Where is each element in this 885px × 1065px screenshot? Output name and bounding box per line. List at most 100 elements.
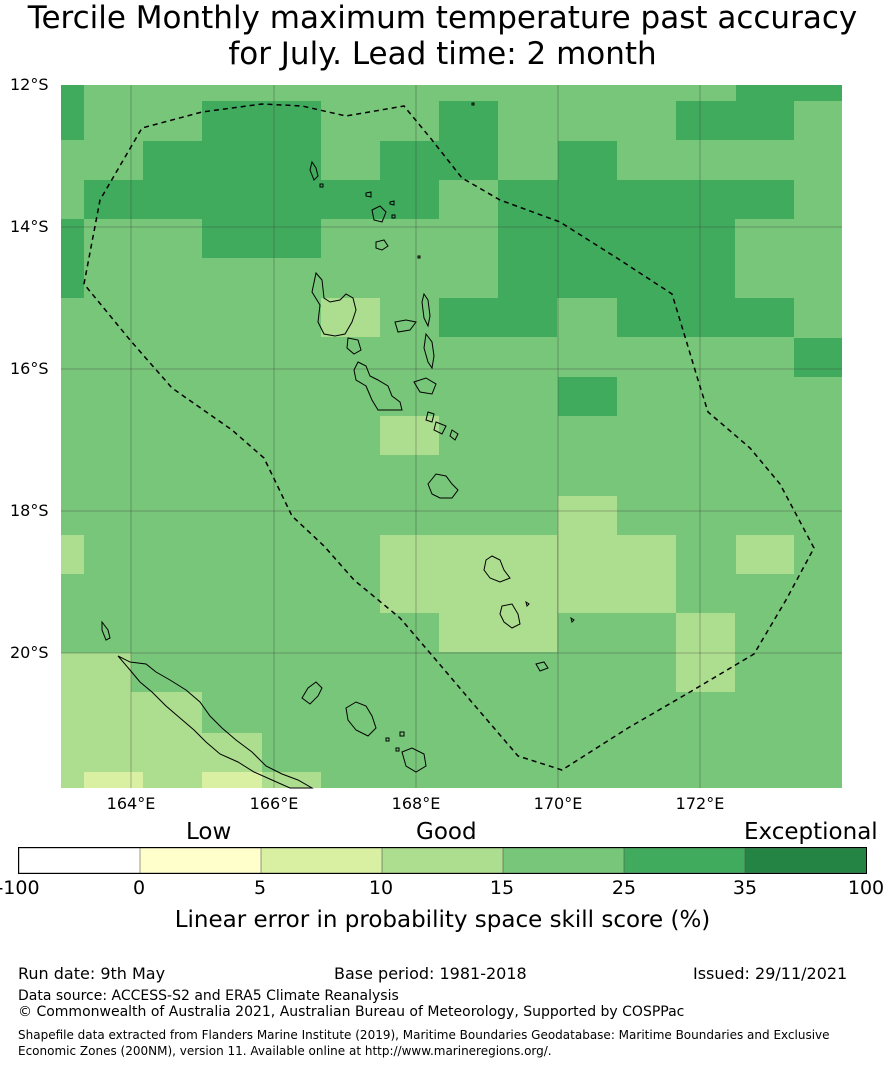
island-mare — [401, 747, 427, 773]
island-malo — [346, 337, 362, 355]
island-tanna — [499, 603, 521, 629]
island-shepherd — [449, 429, 459, 441]
category-low: Low — [186, 819, 232, 845]
island-merelava — [391, 214, 396, 219]
island-ureparapara — [365, 191, 372, 198]
chart-title: Tercile Monthly maximum temperature past… — [0, 0, 885, 72]
island-tiga — [385, 737, 390, 742]
island-ambae — [394, 319, 417, 333]
colorbar-tick: 35 — [732, 877, 758, 899]
skill-grid-cell — [202, 772, 262, 788]
island-erromango — [483, 555, 511, 583]
colorbar-tick: 0 — [132, 877, 146, 899]
island-mota — [389, 200, 395, 206]
skill-grid-cell — [736, 535, 794, 574]
lat-label-16s: 16°S — [10, 359, 49, 378]
island-small-3 — [319, 183, 324, 188]
skill-grid-cell — [676, 101, 794, 140]
colorbar-tick: 100 — [847, 877, 885, 899]
skill-grid-cell — [61, 653, 131, 788]
island-belep — [101, 620, 111, 641]
colorbar-tick: 10 — [368, 877, 394, 899]
colorbar-tick: 15 — [489, 877, 515, 899]
island-pentecost — [423, 332, 435, 370]
skill-grid-cell — [439, 101, 498, 180]
skill-grid-cell — [380, 416, 439, 455]
copyright: © Commonwealth of Australia 2021, Austra… — [18, 1004, 685, 1020]
skill-grid-cell — [262, 772, 321, 788]
island-small-4 — [399, 731, 405, 737]
skill-grid-cell — [380, 535, 557, 613]
lat-label-20s: 20°S — [10, 643, 49, 662]
island-aneityum — [535, 661, 549, 672]
coastlines — [101, 102, 575, 789]
island-aniwa — [570, 616, 575, 623]
category-exceptional: Exceptional — [744, 819, 878, 845]
colorbar-tick: 5 — [253, 877, 267, 899]
island-ambrym — [413, 377, 437, 395]
island-maewo — [421, 292, 431, 328]
skill-map — [61, 85, 842, 789]
title-line-2: for July. Lead time: 2 month — [228, 36, 657, 72]
issued-date: Issued: 29/11/2021 — [693, 964, 848, 983]
island-epi — [433, 421, 447, 435]
colorbar-segment — [744, 847, 867, 874]
island-gaua — [375, 239, 389, 251]
lon-label-168e: 168°E — [391, 794, 441, 813]
colorbar-segment — [18, 847, 141, 874]
colorbar-segment — [502, 847, 625, 874]
lon-label-172e: 172°E — [675, 794, 725, 813]
lon-label-164e: 164°E — [106, 794, 156, 813]
colorbar-tick: 25 — [611, 877, 637, 899]
grid-lines — [61, 85, 842, 788]
island-ouvea — [301, 681, 323, 705]
island-vanua-lava — [371, 205, 387, 223]
skill-grid-cell — [617, 298, 794, 337]
skill-grid-cell — [84, 772, 143, 788]
island-espiritu-santo — [311, 271, 357, 337]
skill-grid-cell — [676, 613, 735, 692]
island-malekula — [353, 361, 403, 411]
base-period: Base period: 1981-2018 — [334, 964, 527, 983]
shapefile-credit-line-2: Economic Zones (200NM), version 11. Avai… — [18, 1044, 552, 1058]
skill-grid-cell — [380, 141, 439, 219]
shapefile-credit-line-1: Shapefile data extracted from Flanders M… — [18, 1028, 830, 1042]
colorbar — [18, 847, 867, 874]
skill-grid-cell — [498, 180, 794, 219]
island-small-1 — [417, 255, 421, 259]
skill-grid-cell — [736, 85, 842, 101]
skill-grid-cell — [439, 298, 557, 337]
colorbar-segments — [18, 847, 867, 874]
island-walpole — [395, 747, 400, 752]
skill-grid-cell — [794, 338, 842, 377]
colorbar-frame — [18, 847, 867, 874]
skill-grid-cell — [61, 85, 84, 140]
skill-grid-cell — [61, 219, 84, 298]
island-paama — [425, 411, 435, 423]
island-efate — [427, 473, 459, 499]
lon-label-166e: 166°E — [249, 794, 299, 813]
skill-grid-cell — [143, 141, 202, 219]
colorbar-segment — [260, 847, 383, 874]
colorbar-segment — [381, 847, 504, 874]
colorbar-title: Linear error in probability space skill … — [174, 907, 711, 933]
lat-label-18s: 18°S — [10, 501, 49, 520]
island-lifou — [345, 701, 377, 737]
skill-grid-cell — [558, 141, 617, 180]
colorbar-tick: -100 — [0, 877, 40, 899]
skill-grid-cell — [558, 377, 617, 416]
run-date: Run date: 9th May — [18, 964, 166, 983]
skill-grid-cell — [321, 298, 380, 337]
island-futuna — [525, 600, 530, 607]
lat-label-14s: 14°S — [10, 217, 49, 236]
island-torres — [309, 160, 319, 181]
lat-label-12s: 12°S — [10, 75, 49, 94]
colorbar-segment — [139, 847, 262, 874]
skill-grid-cell — [321, 180, 380, 219]
title-line-1: Tercile Monthly maximum temperature past… — [27, 0, 858, 36]
category-good: Good — [416, 819, 477, 845]
skill-grid-cell — [617, 535, 676, 613]
lon-label-170e: 170°E — [533, 794, 583, 813]
data-source: Data source: ACCESS-S2 and ERA5 Climate … — [18, 988, 399, 1004]
island-small-2 — [471, 102, 475, 106]
